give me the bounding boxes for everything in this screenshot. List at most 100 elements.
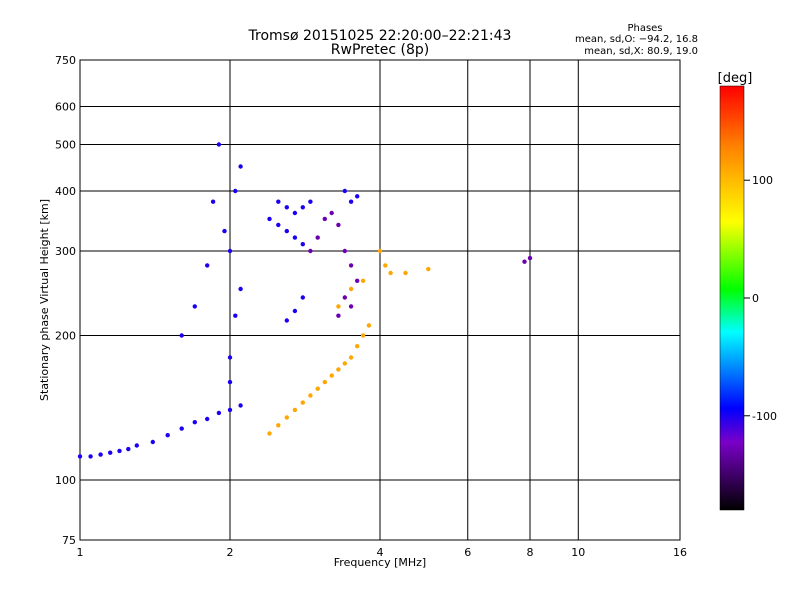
data-point — [292, 210, 298, 216]
y-tick-label: 300 — [55, 245, 76, 258]
data-point — [403, 270, 408, 276]
data-point — [292, 235, 298, 240]
data-point — [360, 333, 366, 338]
colorbar — [719, 85, 745, 511]
x-axis-label: Frequency [MHz] — [334, 556, 426, 569]
data-point — [366, 323, 372, 328]
data-point — [267, 431, 272, 436]
data-point — [88, 454, 93, 459]
data-point — [336, 367, 341, 372]
data-point — [77, 454, 83, 459]
data-point — [292, 407, 298, 413]
data-point — [355, 278, 360, 283]
data-point — [284, 318, 289, 323]
data-point — [336, 313, 341, 318]
data-point — [205, 416, 210, 422]
data-point — [322, 379, 327, 385]
data-point — [308, 248, 313, 254]
x-tick-label: 16 — [673, 546, 687, 559]
data-point — [522, 259, 527, 264]
data-points — [77, 142, 533, 459]
data-point — [192, 420, 197, 425]
data-point — [222, 228, 227, 234]
data-point — [329, 210, 334, 216]
colorbar-label: [deg] — [718, 71, 753, 86]
data-point — [336, 222, 341, 228]
data-point — [388, 270, 393, 276]
data-point — [300, 295, 305, 300]
data-point — [300, 400, 305, 405]
data-point — [355, 344, 360, 349]
y-tick-label: 600 — [55, 101, 76, 114]
data-point — [179, 426, 184, 431]
data-point — [355, 194, 360, 199]
data-point — [348, 304, 354, 309]
y-tick-label: 200 — [55, 330, 76, 343]
phases-line-1: mean, sd,O: −94.2, 16.8 — [575, 34, 698, 45]
chart-subtitle: RwPretec (8p) — [331, 42, 429, 58]
data-point — [300, 242, 305, 247]
data-point — [348, 263, 354, 268]
data-point — [238, 286, 243, 292]
data-point — [308, 393, 313, 398]
data-point — [342, 188, 347, 194]
data-point — [276, 222, 281, 228]
data-point — [284, 228, 289, 234]
data-point — [165, 433, 170, 438]
colorbar-ticks: 100 0 -100 — [744, 174, 777, 423]
data-point — [315, 235, 320, 240]
data-point — [308, 199, 313, 204]
data-point — [227, 407, 233, 413]
data-point — [192, 304, 197, 309]
data-point — [315, 386, 320, 391]
data-point — [238, 403, 243, 408]
grid — [80, 60, 680, 540]
x-tick-labels: 1 2 4 6 8 10 16 — [77, 546, 688, 559]
y-tick-labels: 75 100 200 300 400 500 600 750 — [55, 54, 76, 547]
y-tick-label: 750 — [55, 54, 76, 67]
data-point — [150, 439, 155, 445]
x-tick-label: 10 — [571, 546, 585, 559]
data-point — [342, 361, 347, 366]
phases-title: Phases — [627, 23, 662, 34]
data-point — [233, 313, 238, 318]
data-point — [292, 308, 298, 314]
data-point — [348, 355, 354, 360]
x-tick-label: 8 — [527, 546, 534, 559]
data-point — [98, 452, 103, 457]
data-point — [227, 355, 233, 360]
data-point — [342, 248, 347, 254]
data-point — [276, 199, 281, 204]
data-point — [300, 205, 305, 210]
data-point — [284, 415, 289, 420]
data-point — [233, 188, 238, 194]
data-point — [216, 410, 222, 416]
data-point — [527, 255, 533, 261]
x-tick-label: 2 — [227, 546, 234, 559]
y-tick-label: 500 — [55, 139, 76, 152]
data-point — [179, 333, 184, 338]
data-point — [134, 443, 139, 448]
data-point — [377, 248, 383, 254]
data-point — [205, 263, 210, 268]
data-point — [322, 216, 327, 222]
data-point — [276, 423, 281, 428]
colorbar-tick-label: -100 — [752, 410, 777, 423]
data-point — [342, 295, 347, 300]
y-axis-label: Stationary phase Virtual Height [km] — [38, 199, 51, 401]
chart-title: Tromsø 20151025 22:20:00–22:21:43 — [248, 28, 512, 44]
y-tick-label: 100 — [55, 474, 76, 487]
x-tick-label: 4 — [377, 546, 384, 559]
data-point — [117, 448, 122, 454]
x-tick-label: 6 — [464, 546, 471, 559]
data-point — [426, 266, 431, 272]
colorbar-tick-label: 100 — [752, 174, 773, 187]
data-point — [348, 286, 354, 292]
data-point — [227, 379, 233, 385]
y-tick-label: 75 — [62, 534, 76, 547]
data-point — [383, 263, 388, 268]
data-point — [227, 248, 233, 254]
phases-line-2: mean, sd,X: 80.9, 19.0 — [584, 46, 698, 57]
data-point — [360, 278, 366, 283]
